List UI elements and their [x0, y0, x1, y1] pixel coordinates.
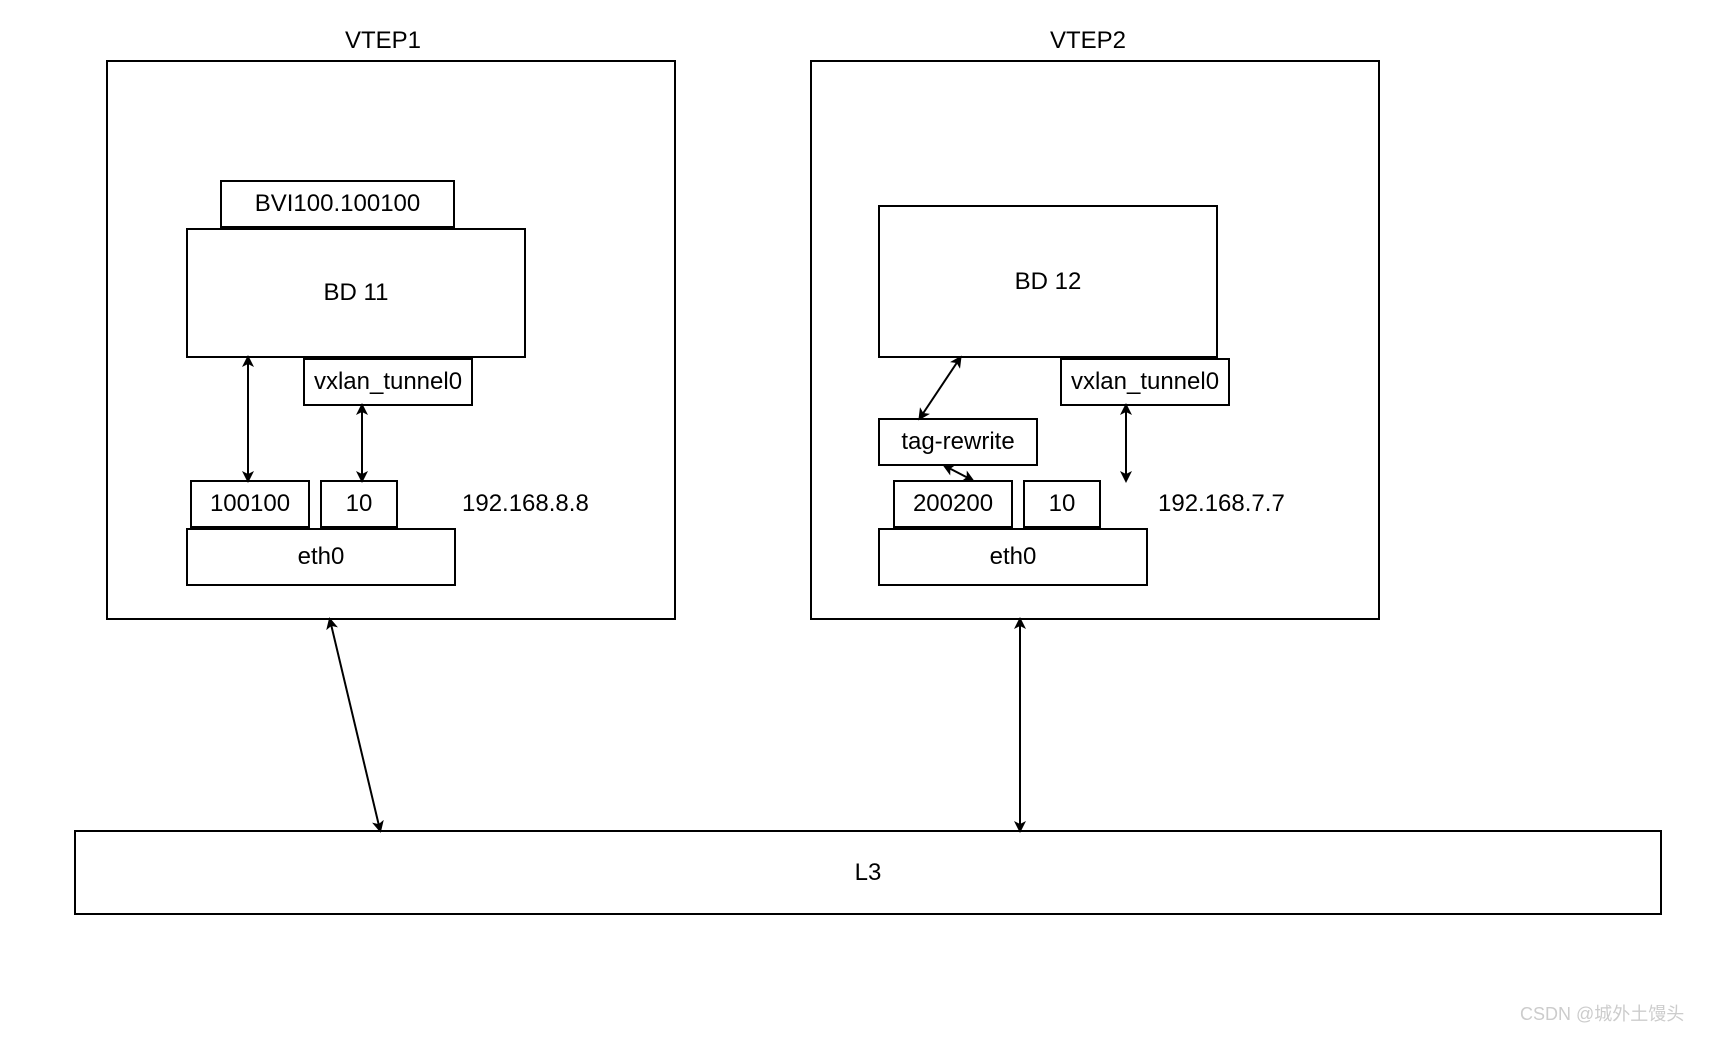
vtep2-title: VTEP2 [1050, 27, 1126, 55]
vtep1-ip-label: 192.168.8.8 [462, 490, 589, 518]
vtep2-eth-label: eth0 [990, 543, 1037, 571]
vtep2-tag-label: tag-rewrite [901, 428, 1014, 456]
vtep1-tunnel-label: vxlan_tunnel0 [314, 368, 462, 396]
network-diagram: VTEP1 BVI100.100100 BD 11 vxlan_tunnel0 … [0, 0, 1735, 1037]
vtep2-vlan-b-box: 10 [1023, 480, 1101, 528]
vtep2-ip-label: 192.168.7.7 [1158, 490, 1285, 518]
vtep1-bd-box: BD 11 [186, 228, 526, 358]
vtep2-bd-box: BD 12 [878, 205, 1218, 358]
vtep1-title: VTEP1 [345, 27, 421, 55]
vtep1-vlan-a-label: 100100 [210, 490, 290, 518]
vtep2-tag-box: tag-rewrite [878, 418, 1038, 466]
l3-box: L3 [74, 830, 1662, 915]
vtep2-tunnel-label: vxlan_tunnel0 [1071, 368, 1219, 396]
vtep1-eth-box: eth0 [186, 528, 456, 586]
l3-label: L3 [855, 859, 882, 887]
vtep2-vlan-a-box: 200200 [893, 480, 1013, 528]
vtep1-vlan-a-box: 100100 [190, 480, 310, 528]
vtep1-bd-label: BD 11 [324, 279, 389, 307]
vtep1-bvi-box: BVI100.100100 [220, 180, 455, 228]
vtep1-tunnel-box: vxlan_tunnel0 [303, 358, 473, 406]
vtep1-eth-label: eth0 [298, 543, 345, 571]
watermark-text: CSDN @城外土馒头 [1520, 1000, 1684, 1026]
vtep1-vlan-b-box: 10 [320, 480, 398, 528]
vtep1-vlan-b-label: 10 [346, 490, 373, 518]
vtep2-tunnel-box: vxlan_tunnel0 [1060, 358, 1230, 406]
vtep2-bd-label: BD 12 [1015, 268, 1082, 296]
vtep2-vlan-b-label: 10 [1049, 490, 1076, 518]
vtep2-eth-box: eth0 [878, 528, 1148, 586]
vtep2-vlan-a-label: 200200 [913, 490, 993, 518]
vtep1-bvi-label: BVI100.100100 [255, 190, 420, 218]
